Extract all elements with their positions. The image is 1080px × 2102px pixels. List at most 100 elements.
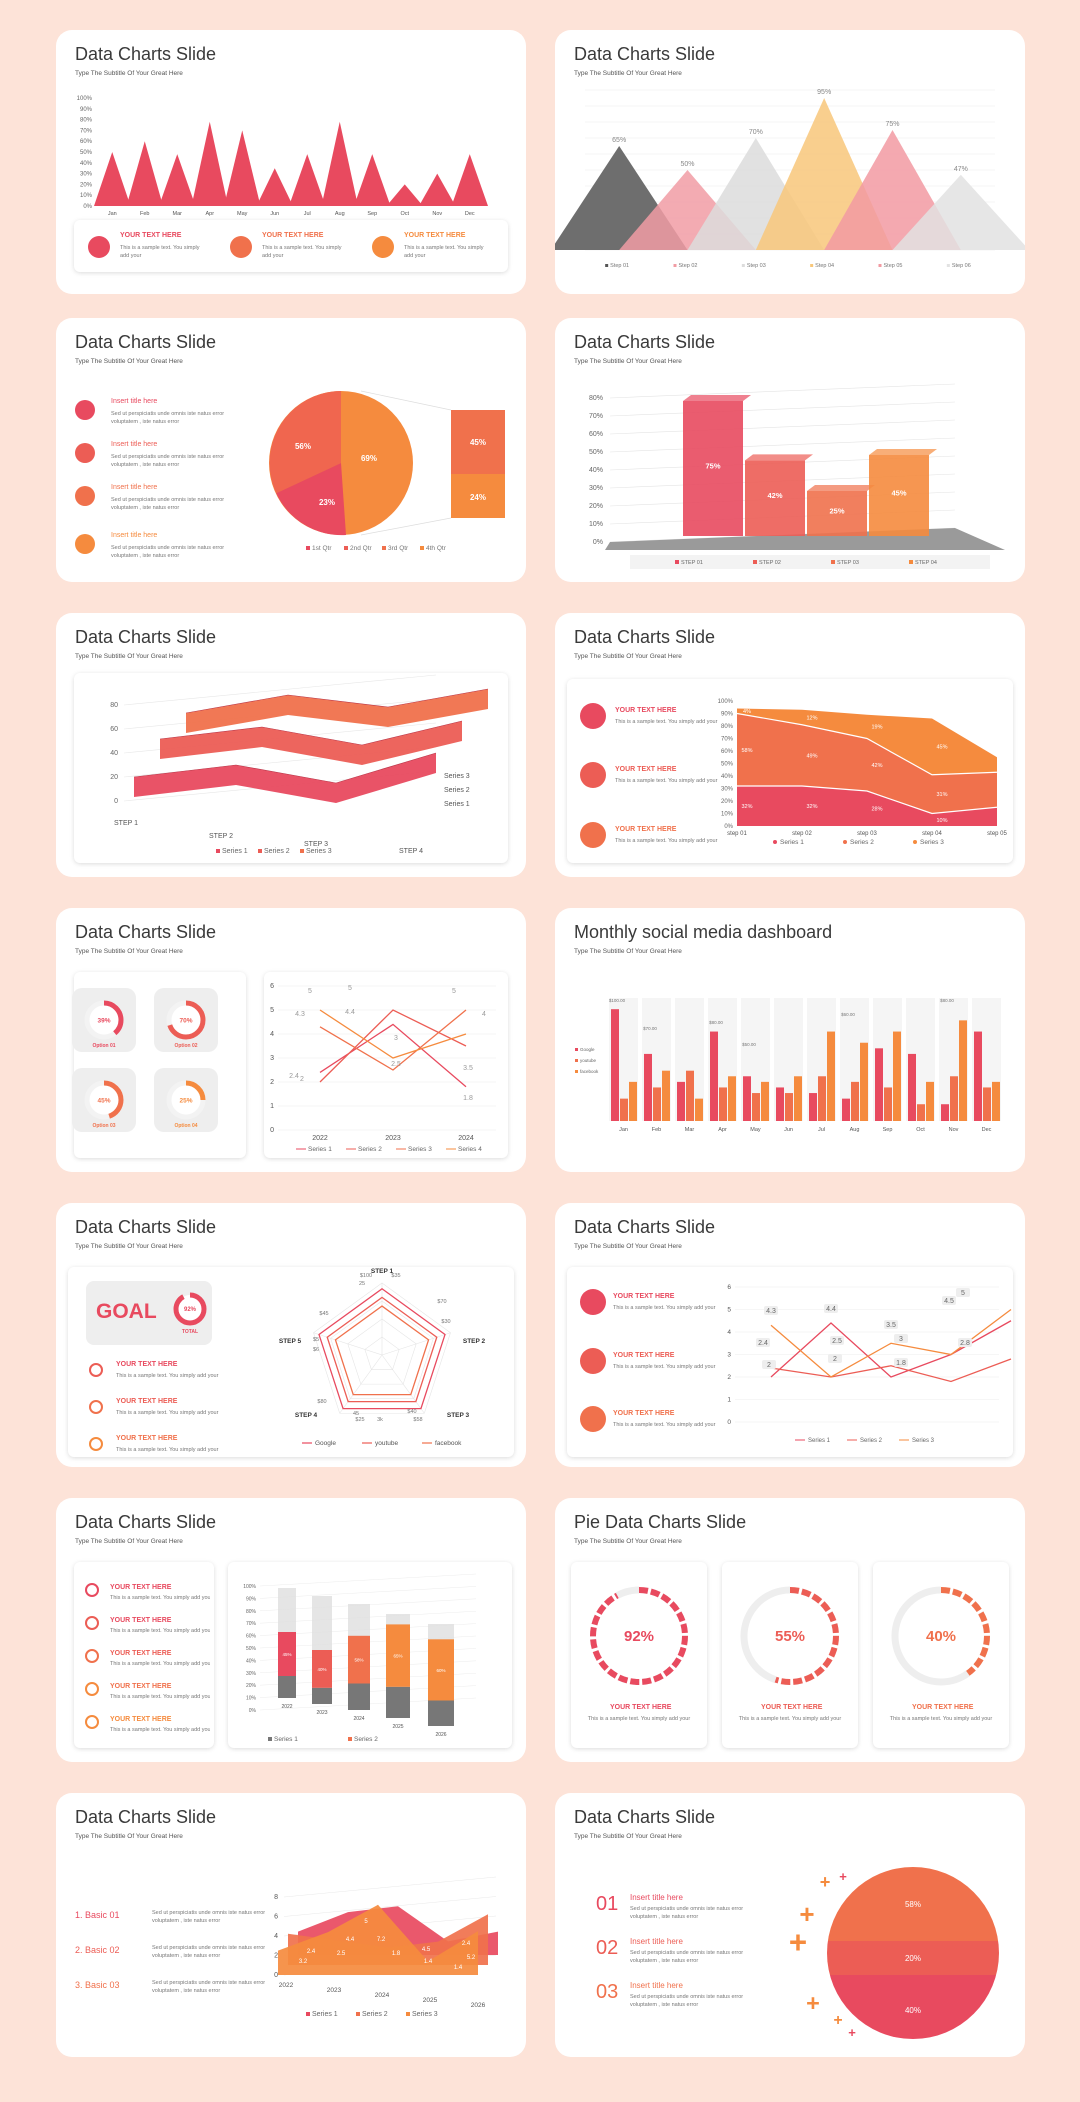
legend-swatch [909,560,913,564]
slide-card-4[interactable]: Data Charts Slide Type The Subtitle Of Y… [555,318,1025,582]
slide-card-13[interactable]: Data Charts Slide Type The Subtitle Of Y… [56,1793,526,2057]
legend-swatch [878,264,882,267]
bar-series-2 [386,1624,410,1687]
ring-remainder [891,1586,991,1686]
bar-mark [809,1093,817,1121]
bar-mark [884,1087,892,1121]
y-tick-label: 70% [80,128,93,134]
data-label: 75% [885,121,899,128]
data-label: 45% [936,745,947,751]
x-tick-label: Oct [400,211,409,217]
legend-swatch [773,840,777,844]
label-bg [894,1334,908,1343]
slide-card-10[interactable]: Data Charts Slide Type The Subtitle Of Y… [555,1203,1025,1467]
grid-line [609,383,956,399]
option-label: Option 02 [174,1043,197,1049]
y-tick-label: 0% [249,1708,257,1714]
slide-card-7[interactable]: Data Charts Slide Type The Subtitle Of Y… [56,908,526,1172]
legend-label: Series 2 [362,2011,388,2018]
slide-card-5[interactable]: Data Charts Slide Type The Subtitle Of Y… [56,613,526,877]
radar-spoke [339,1354,383,1414]
legend-swatch [831,560,835,564]
basic-label: 3. Basic 03 [75,1980,120,1990]
legend-swatch [675,560,679,564]
y-tick-label: 6 [270,983,274,990]
basic-label: 1. Basic 01 [75,1910,120,1920]
label-bg [884,1320,898,1329]
item-heading: YOUR TEXT HERE [110,1650,172,1657]
slide-card-14[interactable]: Data Charts Slide Type The Subtitle Of Y… [555,1793,1025,2057]
item-text: This is a sample text. You simply add yo… [110,1661,210,1667]
legend-label: Step 02 [679,263,698,269]
item-heading: YOUR TEXT HERE [116,1361,178,1368]
data-label: 32% [741,804,752,810]
x-tick-label: Feb [140,211,149,217]
item-heading: YOUR TEXT HERE [610,1704,672,1711]
data-label: 2.5 [337,1951,346,1957]
y-tick-label: 50% [721,762,734,768]
slide-card-2[interactable]: Data Charts Slide Type The Subtitle Of Y… [555,30,1025,294]
x-tick-label: step 05 [987,831,1007,837]
y-tick-label: 50% [246,1646,257,1652]
bar-mark [860,1042,868,1121]
legend-label: Step 01 [610,263,629,269]
axis-label: STEP 3 [447,1412,470,1419]
y-tick-label: 1 [270,1103,274,1110]
data-label: 2.4 [462,1941,471,1947]
data-label: 15% [1001,815,1012,821]
y-tick-label: 40% [246,1658,257,1664]
handshake-icon [580,1348,606,1374]
spike-mark [159,154,196,206]
legend-swatch [575,1048,578,1051]
data-label: 5 [348,985,352,992]
y-tick-label: 80 [110,702,118,709]
y-tick-label: 10% [246,1696,257,1702]
bar-mark [842,1098,850,1121]
slide-card-6[interactable]: Data Charts Slide Type The Subtitle Of Y… [555,613,1025,877]
x-tick-label: 2025 [423,1997,438,2004]
item-text: Sed ut perspiciatis unde omnis iste natu… [111,411,225,426]
data-label: 5 [308,988,312,995]
radar-series [318,1287,446,1410]
data-label: 2.4 [307,1949,316,1955]
slide-card-8[interactable]: Monthly social media dashboard Type The … [555,908,1025,1172]
bar-mark [941,1104,949,1121]
item-text: This is a sample text. You simply add yo… [615,838,718,844]
slice-label: 69% [361,454,377,463]
slide-card-9[interactable]: Data Charts Slide Type The Subtitle Of Y… [56,1203,526,1467]
grid-line [609,419,956,435]
slide-subtitle: Type The Subtitle Of Your Great Here [574,653,682,660]
cylinder-bar-chart: 100% 90% 80% 70% 60% 50% 40% 30% 20% 10% 0% 45% 2022… [85,1573,477,1743]
legend-label: Step 03 [747,263,766,269]
x-tick-label: Mar [685,1127,695,1133]
slide-subtitle: Type The Subtitle Of Your Great Here [75,653,183,660]
y-tick-label: 2 [727,1374,731,1381]
ring-label: 40% [926,1628,956,1645]
legend-swatch [673,264,677,267]
slide-subtitle: Type The Subtitle Of Your Great Here [574,358,682,365]
spike-mark [94,152,131,206]
x-tick-label: May [237,211,248,217]
y-tick-label: 90% [721,712,734,718]
slide-card-11[interactable]: Data Charts Slide Type The Subtitle Of Y… [56,1498,526,1762]
slide-card-12[interactable]: Pie Data Charts Slide Type The Subtitle … [555,1498,1025,1762]
x-tick-label: 2023 [316,1710,327,1716]
slide-card-1[interactable]: Data Charts Slide Type The Subtitle Of Y… [56,30,526,294]
item-heading: YOUR TEXT HERE [613,1293,675,1300]
item-text: This is a sample text. You simply add yo… [116,1373,219,1379]
dot-icon [75,443,95,463]
grid-line [123,674,437,706]
item-text: Sed ut perspiciatis unde omnis iste natu… [630,1950,744,1965]
item-heading: YOUR TEXT HERE [116,1435,178,1442]
item-heading: Insert title here [630,1893,683,1902]
x-tick-label: Jun [270,211,279,217]
slide-title: Pie Data Charts Slide [574,1512,747,1532]
slide-card-3[interactable]: Data Charts Slide Type The Subtitle Of Y… [56,318,526,582]
data-label: 10% [936,818,947,824]
spike-mark [126,141,163,206]
slide-subtitle: Type The Subtitle Of Your Great Here [75,70,183,77]
legend-label: youtube [580,1058,597,1063]
legend-swatch [348,1737,352,1741]
ribbon-mark [186,689,488,733]
slide-title: Monthly social media dashboard [574,922,833,942]
